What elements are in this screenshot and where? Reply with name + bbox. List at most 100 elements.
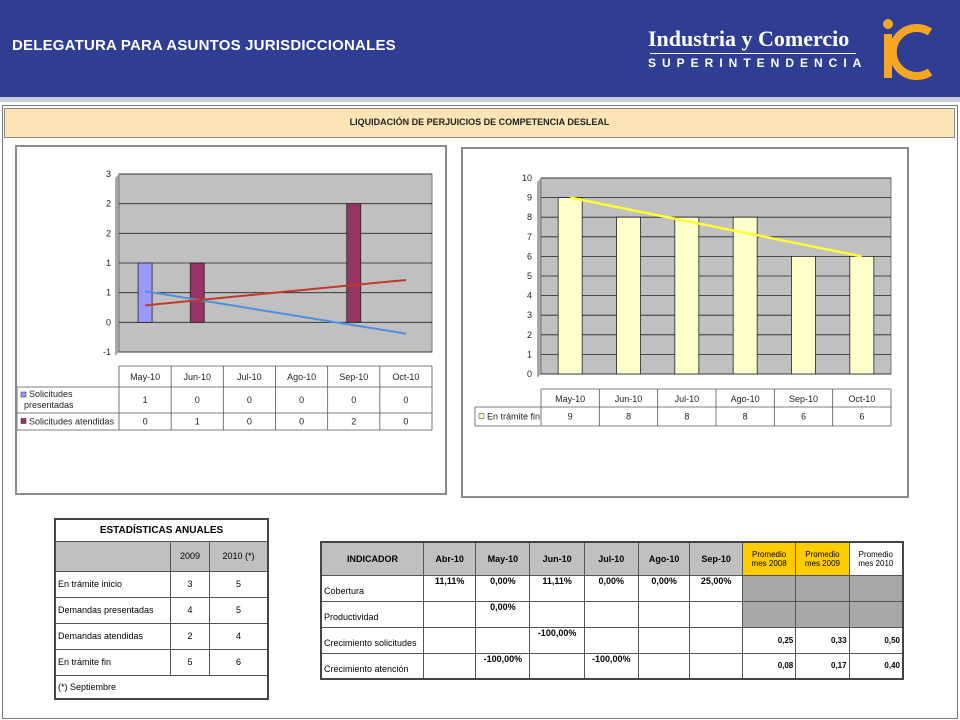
data-value: 0 xyxy=(299,417,304,427)
data-value: 0 xyxy=(403,417,408,427)
legend-key xyxy=(20,418,27,424)
category-label: May-10 xyxy=(130,372,160,382)
data-value: 0 xyxy=(351,395,356,405)
category-label: Jul-10 xyxy=(237,372,262,382)
indicator-value: 0,00% xyxy=(475,574,531,602)
data-value: 0 xyxy=(403,395,408,405)
indicator-value xyxy=(422,652,477,680)
annual-value-2009: 4 xyxy=(170,596,210,624)
y-tick-label: 0 xyxy=(527,369,532,379)
data-value: 8 xyxy=(743,412,748,422)
data-value: 2 xyxy=(351,417,356,427)
indicator-label: Crecimiento solicitudes xyxy=(320,626,424,654)
indicators-table: INDICADOR Abr-10 May-10 Jun-10 Jul-10 Ago-10 S… xyxy=(320,541,904,680)
y-tick-label: 0 xyxy=(106,317,111,327)
y-tick-label: 2 xyxy=(106,199,111,209)
data-value: 0 xyxy=(143,417,148,427)
average-header: Promedio mes 2008 xyxy=(741,541,797,576)
annual-row: Demandas atendidas 2 4 xyxy=(54,622,269,650)
report-banner: LIQUIDACIÓN DE PERJUICIOS DE COMPETENCIA… xyxy=(4,108,955,138)
brand-divider xyxy=(650,53,856,54)
annual-stats-title: ESTADÍSTICAS ANUALES xyxy=(54,518,269,542)
data-value: 9 xyxy=(568,412,573,422)
y-tick-label: 9 xyxy=(527,193,532,203)
average-value xyxy=(848,574,904,602)
data-value: 0 xyxy=(195,395,200,405)
bar-en-tramite xyxy=(616,216,641,375)
y-tick-label: 1 xyxy=(106,288,111,298)
indicator-label: Crecimiento atención xyxy=(320,652,424,680)
chart-panel-solicitudes: 3 2 2 1 1 0 -1 May-10 Jun-10 Jul-10 Ago-10 Sep-10 Oc… xyxy=(15,145,447,495)
indicator-value xyxy=(637,600,691,628)
annual-row: En trámite fin 5 6 xyxy=(54,648,269,676)
average-header: Promedio mes 2010 xyxy=(848,541,904,576)
indicator-header: INDICADOR xyxy=(320,541,424,576)
annual-row: Demandas presentadas 4 5 xyxy=(54,596,269,624)
legend-label: Solicitudes xyxy=(29,389,73,399)
annual-row-label: En trámite inicio xyxy=(54,570,171,598)
annual-header-blank xyxy=(54,540,171,572)
average-value: 0,50 xyxy=(848,626,904,654)
trendline-atendidas xyxy=(144,278,407,307)
sic-logo-icon xyxy=(883,19,933,80)
indicator-value xyxy=(529,600,585,628)
annual-value-2010: 5 xyxy=(209,570,269,598)
indicator-value: 0,00% xyxy=(637,574,691,602)
indicator-value xyxy=(422,600,477,628)
category-label: Sep-10 xyxy=(789,394,818,404)
category-label: Sep-10 xyxy=(339,372,368,382)
bar-atendidas xyxy=(189,262,205,323)
average-value: 0,33 xyxy=(795,626,850,654)
indicator-value xyxy=(637,626,691,654)
month-header: Jul-10 xyxy=(583,541,639,576)
y-tick-label: 2 xyxy=(106,228,111,238)
indicator-value: 0,00% xyxy=(583,574,639,602)
indicator-value: 11,11% xyxy=(422,574,477,602)
indicator-value xyxy=(475,626,531,654)
annual-col-2010: 2010 (*) xyxy=(209,540,269,572)
average-value: 0,25 xyxy=(741,626,797,654)
annual-row: En trámite inicio 3 5 xyxy=(54,570,269,598)
average-value xyxy=(795,574,850,602)
annual-value-2009: 3 xyxy=(170,570,210,598)
bar-en-tramite xyxy=(674,216,700,375)
indicator-value: -100,00% xyxy=(583,652,639,680)
average-value: 0,17 xyxy=(795,652,850,680)
category-label: May-10 xyxy=(555,394,585,404)
category-label: Oct-10 xyxy=(848,394,875,404)
plot-side-wall xyxy=(537,178,541,378)
average-value xyxy=(848,600,904,628)
month-header: Ago-10 xyxy=(637,541,691,576)
month-header: Abr-10 xyxy=(422,541,477,576)
annual-col-2009: 2009 xyxy=(170,540,210,572)
indicator-row: Productividad 0,00% xyxy=(320,600,904,628)
legend-key xyxy=(20,391,27,398)
data-value: 0 xyxy=(247,417,252,427)
chart-solicitudes: 3 2 2 1 1 0 -1 May-10 Jun-10 Jul-10 Ago-10 Sep-10 Oc… xyxy=(17,169,433,431)
indicator-value xyxy=(583,626,639,654)
indicator-row: Cobertura 11,11% 0,00% 11,11% 0,00% 0,00% 25,0… xyxy=(320,574,904,602)
category-label: Jun-10 xyxy=(183,372,211,382)
legend-label: Solicitudes atendidas xyxy=(29,417,115,427)
category-label: Jul-10 xyxy=(675,394,700,404)
data-value: 0 xyxy=(299,395,304,405)
category-label: Jun-10 xyxy=(615,394,643,404)
annual-footnote: (*) Septiembre xyxy=(54,674,269,700)
data-value: 1 xyxy=(143,395,148,405)
bar-en-tramite xyxy=(849,256,875,375)
y-tick-label: -1 xyxy=(103,347,111,357)
chart-panel-tramite: 10 9 8 7 6 5 4 3 2 1 0 May-10 Jun-10 Jul-10 Ago-10 Sep-… xyxy=(461,147,909,498)
category-label: Oct-10 xyxy=(392,372,419,382)
y-tick-label: 3 xyxy=(106,169,111,179)
legend-key xyxy=(478,413,485,419)
y-tick-label: 5 xyxy=(527,271,532,281)
header-separator xyxy=(0,97,960,102)
annual-stats-table: ESTADÍSTICAS ANUALES 2009 2010 (*) En tr… xyxy=(54,518,269,700)
month-header: May-10 xyxy=(475,541,531,576)
indicator-value xyxy=(529,652,585,680)
brand-name: Industria y Comercio xyxy=(648,26,850,51)
plot-side-wall xyxy=(115,174,119,356)
annual-row-label: Demandas presentadas xyxy=(54,596,171,624)
y-tick-label: 10 xyxy=(522,173,532,183)
